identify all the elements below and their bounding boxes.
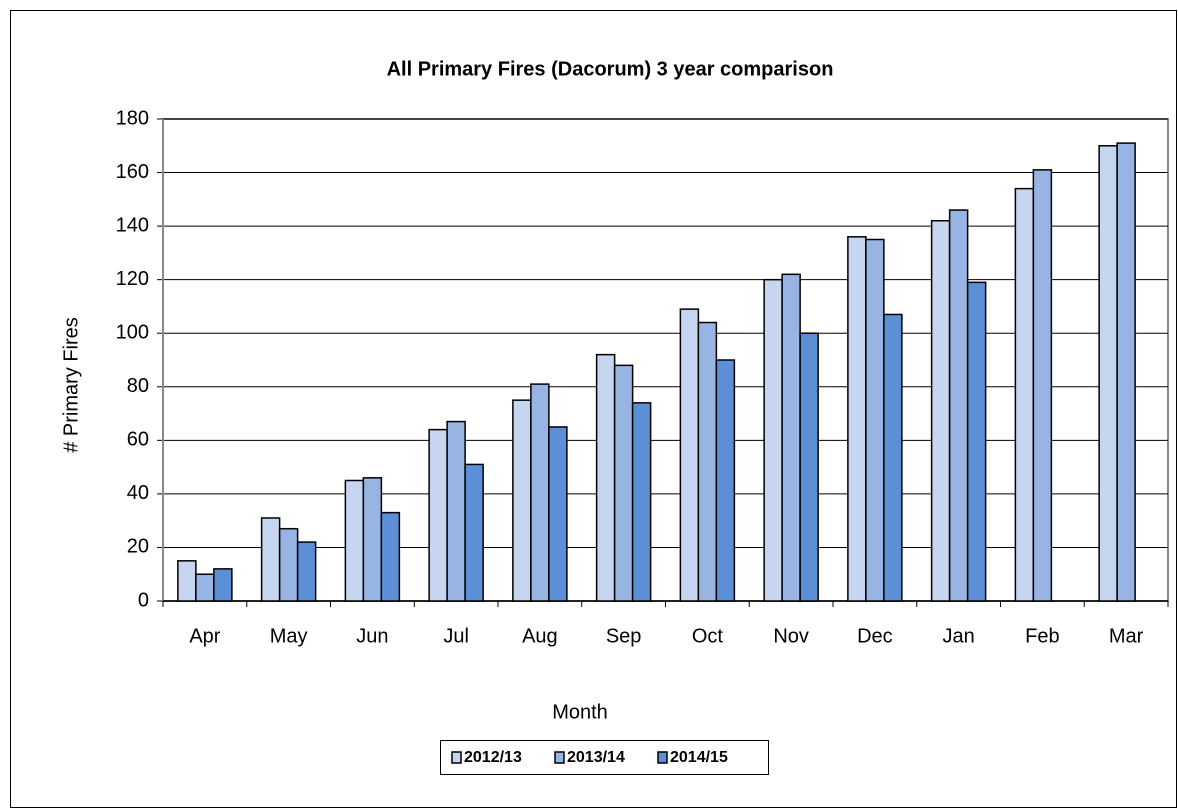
x-tick-label: Feb: [1025, 625, 1059, 647]
chart-title: All Primary Fires (Dacorum) 3 year compa…: [387, 58, 834, 80]
x-tick-label: Sep: [606, 625, 642, 647]
x-tick-label: Oct: [692, 625, 724, 647]
bar: [446, 420, 466, 602]
x-axis-label: Month: [552, 701, 608, 723]
bar: [763, 278, 783, 602]
bar: [512, 399, 532, 602]
bar: [847, 236, 867, 602]
y-tick-label: 120: [116, 268, 149, 290]
y-tick-label: 100: [116, 322, 149, 344]
x-tick-label: Nov: [773, 625, 809, 647]
bar: [213, 568, 233, 602]
x-tick-label: Dec: [857, 625, 893, 647]
bar: [631, 402, 652, 602]
legend-label: 2012/13: [464, 749, 522, 766]
legend-swatch: [451, 751, 462, 764]
bar: [530, 383, 550, 602]
bar: [278, 527, 299, 602]
bar: [697, 321, 718, 602]
bar: [1032, 169, 1053, 602]
x-tick-label: Mar: [1109, 625, 1144, 647]
bar: [715, 359, 736, 602]
bar: [296, 541, 317, 602]
legend-label: 2013/14: [567, 749, 625, 766]
y-tick-label: 80: [127, 375, 149, 397]
bar: [679, 308, 700, 602]
y-tick-label: 0: [138, 589, 149, 611]
y-tick-label: 20: [127, 536, 149, 558]
legend-box: [440, 740, 769, 775]
x-tick-label: Aug: [522, 625, 558, 647]
bar: [177, 560, 197, 602]
bar: [966, 281, 987, 602]
bar: [548, 426, 568, 602]
bar: [464, 463, 484, 602]
bar: [260, 517, 281, 602]
bar: [799, 332, 819, 602]
legend-label: 2014/15: [670, 749, 728, 766]
y-tick-label: 60: [127, 429, 149, 451]
bar: [883, 313, 903, 602]
x-tick-label: Jun: [356, 625, 388, 647]
bar: [428, 428, 448, 602]
bar: [195, 573, 215, 602]
bar: [613, 364, 634, 602]
y-axis-label: # Primary Fires: [60, 317, 82, 453]
legend-swatch: [554, 751, 565, 764]
x-tick-label: Jan: [943, 625, 975, 647]
bar: [380, 511, 401, 602]
y-tick-label: 180: [116, 107, 149, 129]
x-tick-label: Jul: [443, 625, 469, 647]
y-tick-label: 160: [116, 161, 149, 183]
bar: [344, 479, 365, 602]
bar: [362, 477, 383, 602]
x-tick-label: May: [270, 625, 308, 647]
bar: [1014, 187, 1035, 602]
legend-swatch: [657, 751, 668, 764]
bar: [930, 220, 951, 602]
y-tick-label: 140: [116, 214, 149, 236]
bar: [595, 353, 616, 602]
bar: [1098, 145, 1118, 602]
bar: [948, 209, 969, 602]
y-tick-label: 40: [127, 482, 149, 504]
bar: [1116, 142, 1136, 602]
bar: [865, 238, 885, 602]
x-tick-label: Apr: [189, 625, 220, 647]
bar: [781, 273, 801, 602]
